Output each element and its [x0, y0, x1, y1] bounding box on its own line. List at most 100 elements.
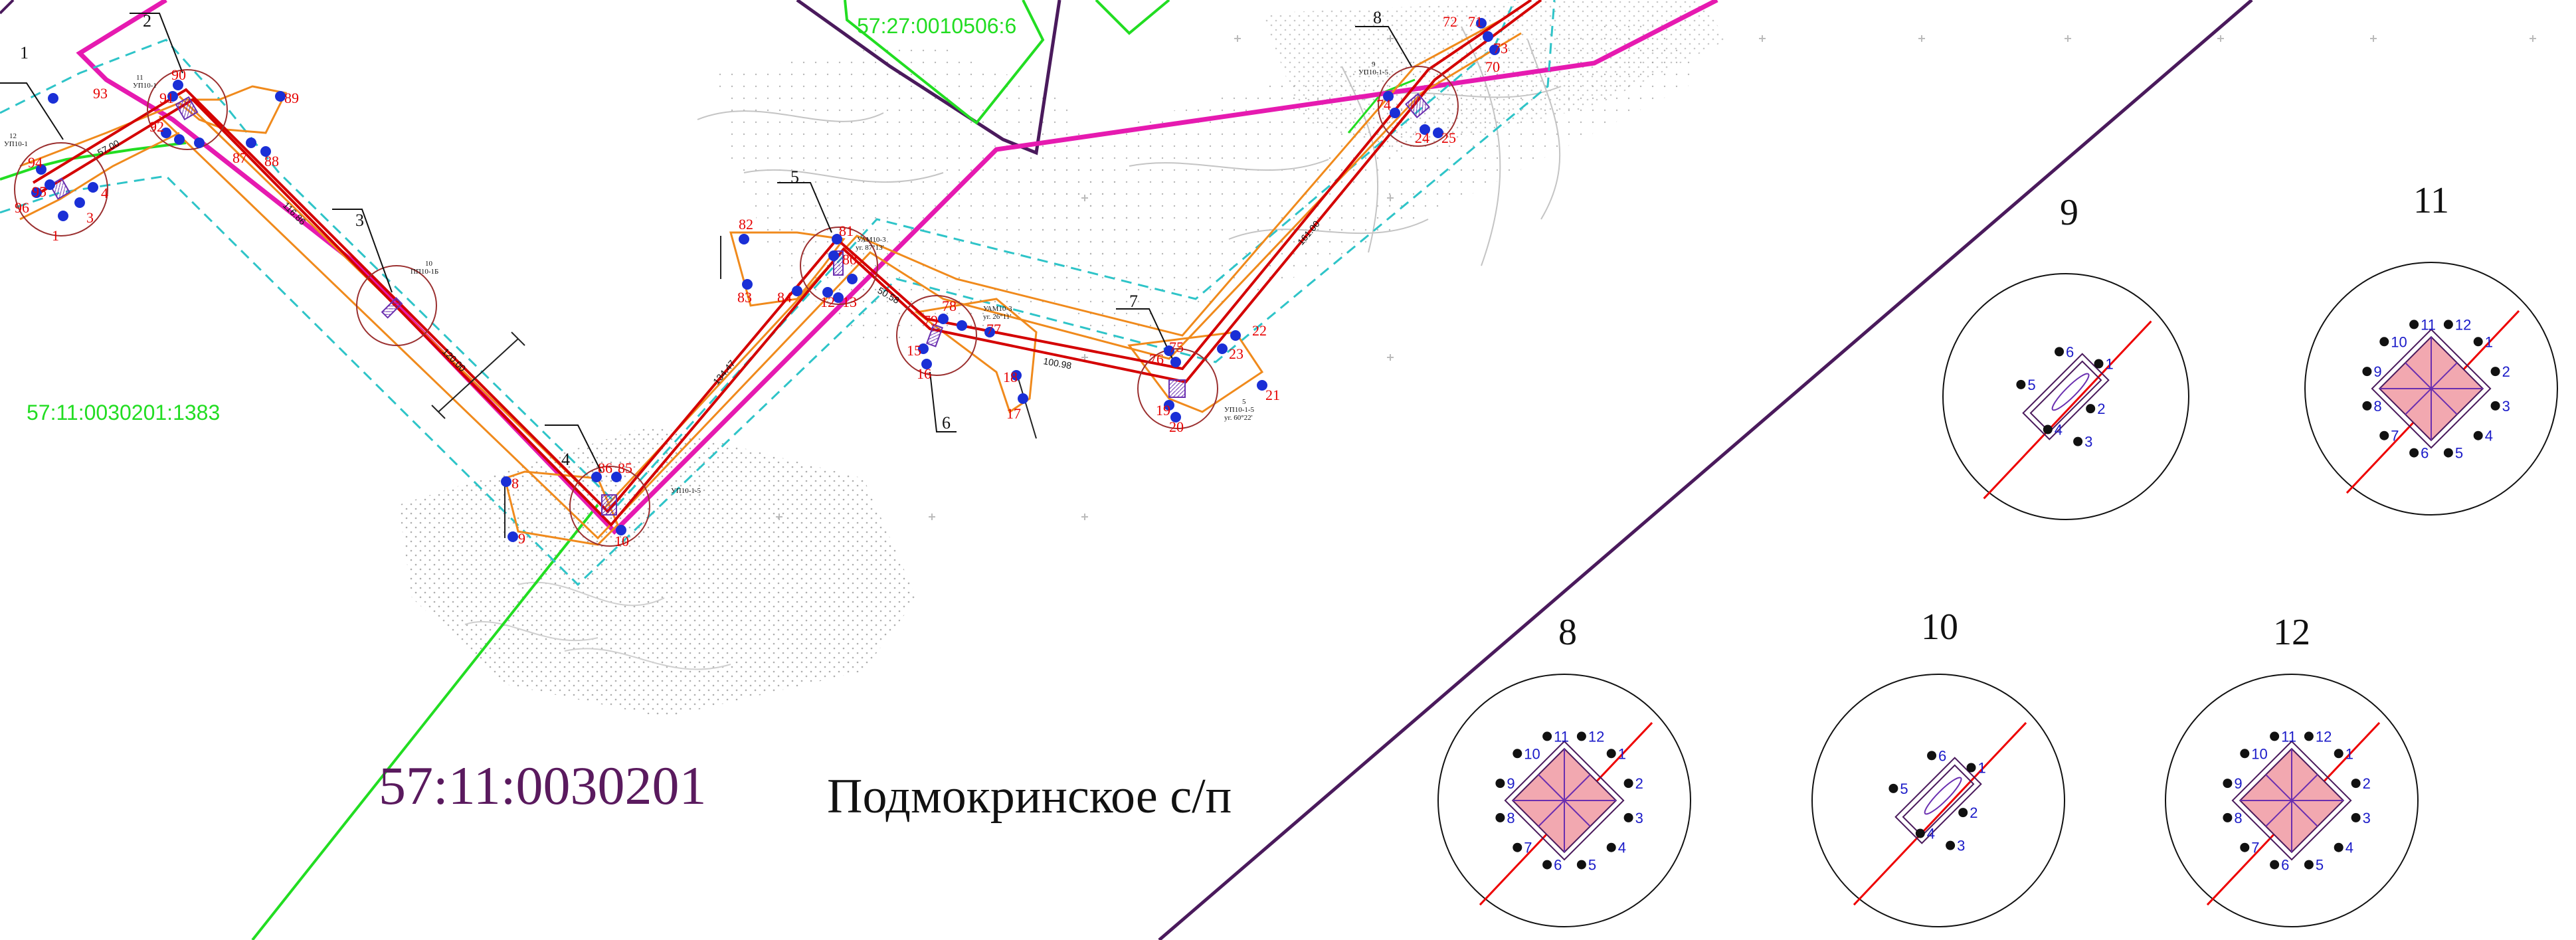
node-2[interactable]: 2 11 УП10-1 — [130, 11, 228, 150]
detail-title: 8 — [1558, 612, 1577, 653]
node-1[interactable]: 1 12 УП10-1 — [0, 43, 108, 236]
node-4[interactable]: 4 УП10-1-5 — [545, 424, 701, 547]
detail-point — [1542, 860, 1552, 870]
point-label: 92 — [149, 118, 164, 135]
detail-point-label: 10 — [2251, 745, 2267, 762]
point-label: 94 — [28, 154, 43, 171]
detail-point — [2016, 379, 2026, 389]
detail-title: 10 — [1921, 607, 1958, 648]
detail-point-label: 2 — [1635, 775, 1643, 792]
node-5[interactable]: 5 УАМ10-3 уг. 87°13' — [777, 167, 886, 305]
detail-point-label: 2 — [2502, 363, 2510, 380]
detail-point — [1915, 828, 1925, 838]
cadastral-quarter-top: 57:27:0010506:6 — [857, 14, 1016, 38]
detail-point-label: 3 — [1635, 810, 1643, 826]
point-label: 73 — [1493, 40, 1508, 56]
detail-point — [1966, 763, 1976, 773]
detail-point — [2443, 320, 2453, 329]
node-annotation: УАМ10-3 — [983, 305, 1012, 313]
point-label: 80 — [842, 251, 857, 268]
detail-point — [2043, 424, 2053, 434]
node-annotation: 11 — [136, 74, 143, 82]
point-label: 1 — [52, 227, 59, 244]
detail-point — [2379, 337, 2389, 347]
node-annotation: ПП10-1Б — [411, 268, 438, 276]
detail-point-label: 2 — [1970, 804, 1978, 821]
detail-point-label: 4 — [2346, 840, 2353, 856]
detail-point — [2270, 860, 2280, 870]
point-label: 82 — [739, 216, 753, 233]
detail-point — [2304, 731, 2314, 741]
detail-point — [1623, 779, 1633, 789]
detail-point — [2240, 749, 2250, 759]
detail-point — [2490, 367, 2500, 377]
detail-point — [2473, 337, 2483, 347]
node-number: 2 — [143, 11, 151, 31]
node-6[interactable]: 6 УАМ10-3 уг. 26°11' — [896, 295, 1012, 432]
node-annotation: уг. 26°11' — [983, 313, 1011, 321]
point-label: 13 — [842, 294, 857, 310]
detail-point-label: 9 — [1507, 775, 1515, 792]
point-label: 83 — [737, 289, 752, 306]
point-label: 79 — [923, 312, 938, 329]
detail-point-label: 12 — [2455, 316, 2471, 333]
detail-point-label: 5 — [2027, 377, 2035, 393]
purple-boundary-top — [796, 0, 1061, 155]
node-annotation: 12 — [9, 132, 17, 140]
detail-inset: 10 1 2 3 4 5 6 — [1811, 607, 2065, 927]
detail-point-label: 6 — [1554, 857, 1562, 874]
detail-point-label: 10 — [2391, 333, 2407, 350]
detail-point — [2334, 749, 2344, 759]
terrain-layer — [399, 0, 2536, 717]
node-annotation: УАМ10-3 — [857, 236, 886, 244]
point-label: 88 — [264, 153, 279, 169]
node-annotation: УП10-1 — [4, 140, 28, 148]
node-number: 4 — [561, 450, 570, 469]
detail-point — [2073, 436, 2083, 446]
point-label: 21 — [1265, 387, 1280, 403]
detail-point-label: 11 — [2421, 316, 2436, 333]
node-annotation: УП10-1-5 — [1224, 406, 1255, 414]
detail-point — [1946, 840, 1956, 850]
point-label: 3 — [86, 209, 94, 226]
detail-point-label: 1 — [2105, 356, 2113, 373]
detail-point — [2223, 812, 2233, 822]
detail-point-label: 8 — [1507, 810, 1515, 826]
dimension-lines — [431, 236, 1037, 538]
node-3[interactable]: 3 10 ПП10-1Б — [332, 209, 438, 346]
detail-point — [2379, 430, 2389, 440]
magenta-boundary — [76, 0, 1718, 535]
point-label: 78 — [942, 298, 957, 314]
detail-inset: 9 1 2 3 4 5 6 — [1942, 192, 2189, 520]
segment-label: 57.00 — [96, 138, 122, 158]
region-labels: 57:27:0010506:6 57:11:0030201:1383 57:11… — [27, 14, 1232, 824]
detail-point — [1927, 751, 1937, 761]
point-label: 19 — [1156, 402, 1170, 419]
detail-point — [1495, 779, 1505, 789]
node-7[interactable]: 7 5 УП10-1-5 уг. 60°22' — [1116, 292, 1255, 429]
point-label: 17 — [1006, 405, 1021, 422]
detail-point-label: 5 — [2455, 445, 2463, 462]
detail-point — [1513, 749, 1522, 759]
node-8[interactable]: 8 9 УП10-1-5 — [1355, 8, 1459, 147]
detail-point — [1606, 749, 1616, 759]
point-label: 91 — [159, 90, 174, 106]
detail-point — [1888, 783, 1898, 793]
point-label: 74 — [1376, 96, 1391, 113]
segment-label: 120.00 — [440, 346, 468, 374]
detail-point — [1513, 842, 1522, 852]
detail-point-label: 1 — [1618, 745, 1626, 762]
survey-points: 93 94 95 96 1 4 3 90 91 92 88 89 87 8 9 … — [15, 13, 1508, 549]
point-label: 24 — [1415, 130, 1429, 146]
detail-point — [1623, 812, 1633, 822]
point-label: 75 — [1169, 339, 1184, 355]
detail-point-label: 12 — [2316, 728, 2332, 745]
detail-point — [2490, 401, 2500, 411]
point-label: 89 — [284, 90, 299, 106]
detail-point — [2362, 401, 2372, 411]
detail-point — [2094, 359, 2104, 369]
point-label: 16 — [917, 365, 931, 382]
detail-point — [1576, 731, 1586, 741]
